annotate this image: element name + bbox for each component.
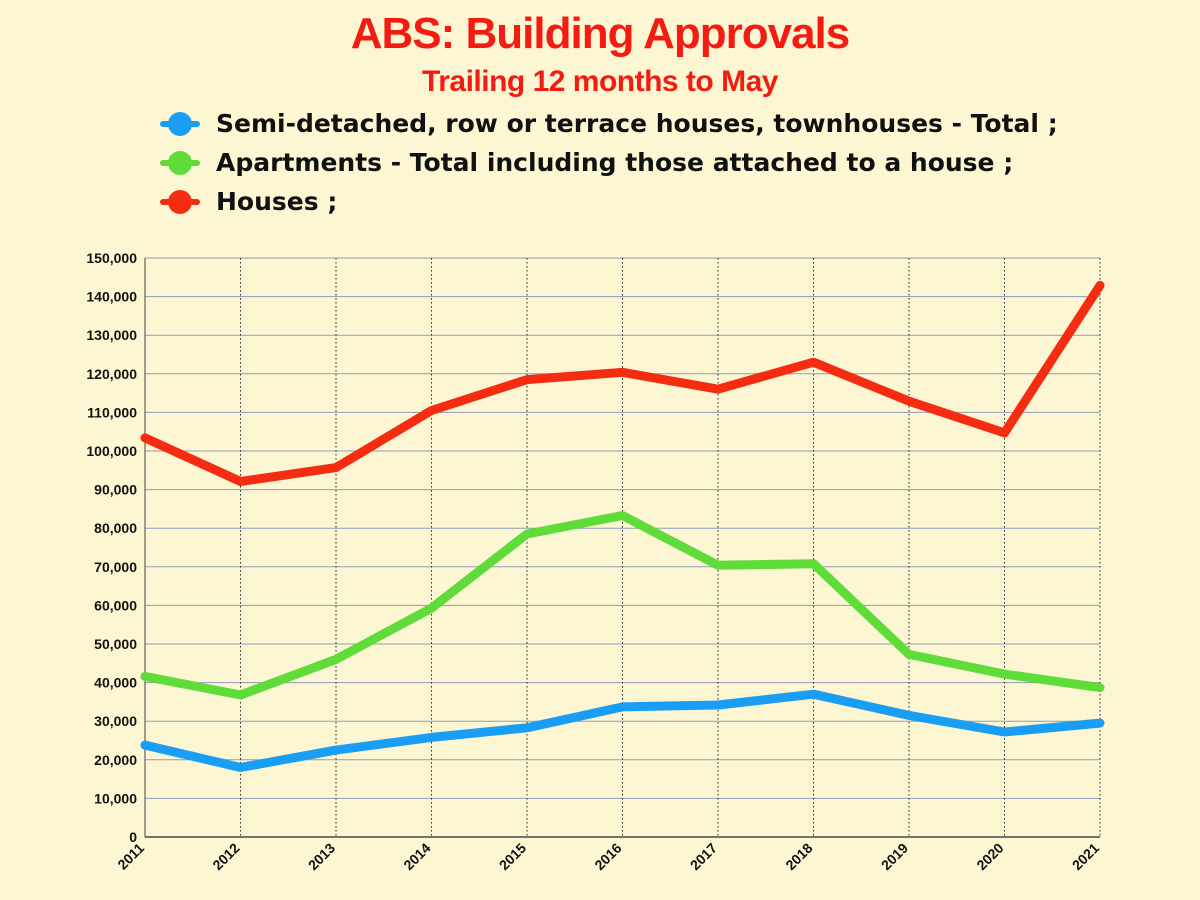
- legend-marker-semi-detached: [160, 111, 200, 136]
- series-line-houses: [140, 280, 1105, 486]
- series-line-apartments: [140, 511, 1105, 700]
- legend-label-semi-detached: Semi-detached, row or terrace houses, to…: [216, 109, 1058, 138]
- chart-subtitle: Trailing 12 months to May: [422, 65, 778, 98]
- y-tick-label: 20,000: [94, 752, 137, 768]
- x-tick-label: 2018: [782, 840, 815, 873]
- chart-legend: Semi-detached, row or terrace houses, to…: [160, 104, 1058, 221]
- x-tick-label: 2015: [496, 840, 529, 873]
- y-tick-label: 80,000: [94, 520, 137, 536]
- legend-item-semi-detached: Semi-detached, row or terrace houses, to…: [160, 104, 1058, 143]
- y-tick-label: 110,000: [87, 404, 137, 420]
- x-tick-label: 2019: [878, 840, 911, 873]
- legend-item-apartments: Apartments - Total including those attac…: [160, 143, 1058, 182]
- legend-item-houses: Houses ;: [160, 182, 1058, 221]
- x-tick-label: 2014: [400, 840, 433, 873]
- y-tick-label: 60,000: [94, 597, 137, 613]
- chart-title: ABS: Building Approvals: [350, 9, 851, 58]
- y-tick-label: 70,000: [94, 559, 137, 575]
- y-tick-label: 100,000: [86, 443, 137, 459]
- y-tick-label: 40,000: [94, 675, 137, 691]
- legend-marker-apartments: [160, 150, 200, 175]
- series-line-semi-detached: [140, 689, 1105, 772]
- x-tick-label: 2012: [209, 840, 242, 873]
- y-tick-label: 30,000: [94, 713, 137, 729]
- y-tick-label: 140,000: [86, 289, 137, 305]
- x-tick-label: 2013: [305, 840, 338, 873]
- legend-label-houses: Houses ;: [216, 187, 338, 216]
- x-tick-label: 2021: [1069, 840, 1102, 873]
- x-tick-label: 2020: [973, 840, 1006, 873]
- y-tick-label: 0: [129, 829, 137, 845]
- y-tick-label: 130,000: [86, 327, 137, 343]
- legend-marker-houses: [160, 189, 200, 214]
- y-tick-label: 150,000: [86, 250, 137, 266]
- x-tick-label: 2016: [591, 840, 624, 873]
- y-tick-label: 50,000: [94, 636, 137, 652]
- x-tick-label: 2017: [687, 840, 720, 873]
- y-tick-label: 90,000: [94, 482, 137, 498]
- y-tick-label: 120,000: [86, 366, 137, 382]
- legend-label-apartments: Apartments - Total including those attac…: [216, 148, 1014, 177]
- y-tick-label: 10,000: [94, 790, 137, 806]
- x-tick-label: 2011: [114, 840, 147, 873]
